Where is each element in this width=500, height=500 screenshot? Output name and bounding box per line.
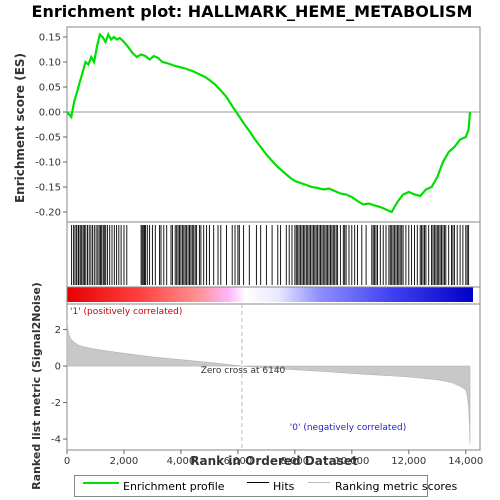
es-y-tick-label: 0.05 xyxy=(39,83,61,94)
es-y-tick-label: -0.20 xyxy=(35,208,61,219)
rank-color-bar xyxy=(66,286,481,305)
ranking-legend-swatch xyxy=(308,482,330,483)
es-y-tick-label: -0.15 xyxy=(35,183,61,194)
es-y-tick-label: -0.05 xyxy=(35,133,61,144)
x-axis-label: Rank in Ordered Dataset xyxy=(190,454,358,468)
metric-x-ticks: 0 2,000 4,000 6,000 8,000 10,000 12,000 14,000 xyxy=(64,450,483,467)
metric-y-tick-label: -2 xyxy=(51,398,61,409)
ranking-metric-area xyxy=(66,320,471,445)
metric-y-tick-label: 0 xyxy=(55,362,61,373)
hits-legend-swatch xyxy=(247,482,269,483)
metric-y-tick-label: -4 xyxy=(51,435,61,446)
enrichment-profile-line xyxy=(66,31,472,214)
hits-panel-frame xyxy=(66,221,481,288)
metric-panel: -4 -2 0 2 0 2,000 4,000 6,000 8,000 10,000 12,000… xyxy=(30,282,483,490)
positive-correlation-label: '1' (positively correlated) xyxy=(70,307,182,317)
x-tick-label: 0 xyxy=(64,456,70,467)
chart-title: Enrichment plot: HALLMARK_HEME_METABOLIS… xyxy=(32,2,473,21)
metric-y-tick-label: 2 xyxy=(55,325,61,336)
hits-panel xyxy=(66,221,481,288)
es-y-tick-label: -0.10 xyxy=(35,158,61,169)
es-y-tick-label: 0.10 xyxy=(39,58,61,69)
es-y-ticks: -0.20 -0.15 -0.10 -0.05 0.00 0.05 0.10 0.15 xyxy=(35,33,67,219)
metric-y-ticks: -4 -2 0 2 xyxy=(51,325,67,446)
x-tick-label: 10,000 xyxy=(334,456,369,467)
x-tick-label: 14,000 xyxy=(448,456,483,467)
es-panel: -0.20 -0.15 -0.10 -0.05 0.00 0.05 0.10 0.15 Enr… xyxy=(13,26,481,223)
x-tick-label: 4,000 xyxy=(167,456,196,467)
es-panel-frame xyxy=(66,26,481,223)
x-tick-label: 2,000 xyxy=(110,456,139,467)
hit-marks xyxy=(71,225,470,285)
metric-y-axis-label: Ranked list metric (Signal2Noise) xyxy=(30,282,43,490)
hits-legend-label: Hits xyxy=(273,480,295,493)
ranking-legend-label: Ranking metric scores xyxy=(335,480,458,493)
negative-correlation-label: '0' (negatively correlated) xyxy=(290,423,406,433)
zero-cross-label: Zero cross at 6140 xyxy=(201,366,286,376)
legend: Enrichment profile Hits Ranking metric s… xyxy=(74,475,457,497)
enrichment-legend-swatch xyxy=(83,482,119,484)
es-y-tick-label: 0.00 xyxy=(39,108,61,119)
es-y-axis-label: Enrichment score (ES) xyxy=(13,53,27,203)
x-tick-label: 8,000 xyxy=(281,456,310,467)
enrichment-legend-label: Enrichment profile xyxy=(123,480,225,493)
x-tick-label: 6,000 xyxy=(224,456,253,467)
x-tick-label: 12,000 xyxy=(391,456,426,467)
es-y-tick-label: 0.15 xyxy=(39,33,61,44)
rank-gradient xyxy=(67,287,473,302)
